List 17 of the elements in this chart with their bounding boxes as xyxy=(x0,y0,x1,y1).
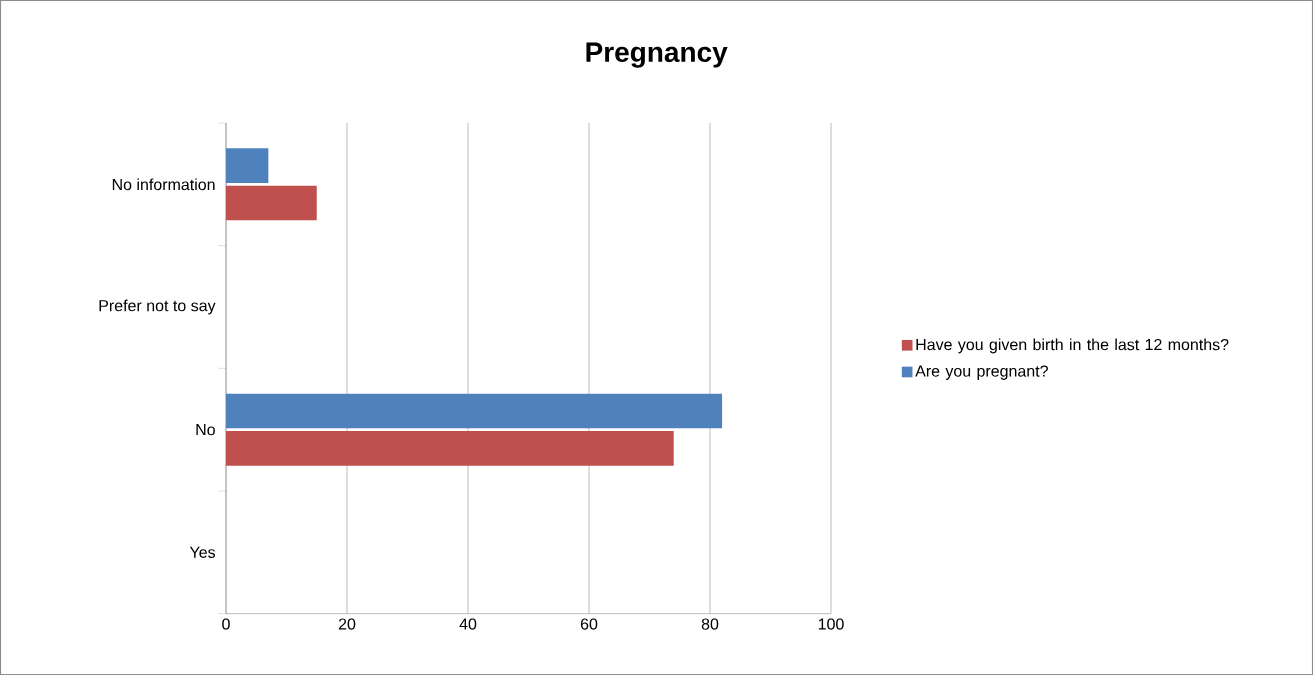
x-tick-label: 40 xyxy=(459,618,477,630)
x-tick-label: 100 xyxy=(818,618,844,630)
y-tick-label: Yes xyxy=(189,546,216,558)
legend-label: Have you given birth in the last 12 months? xyxy=(916,338,1229,354)
legend-label: Are you pregnant? xyxy=(915,365,1048,380)
bar xyxy=(226,393,723,429)
x-tick-label: 60 xyxy=(580,618,598,630)
y-tick-label: No information xyxy=(112,178,215,191)
y-tick-label: No xyxy=(196,424,215,436)
bar xyxy=(226,148,269,183)
chart-title: Pregnancy xyxy=(586,42,728,68)
x-tick-label: 20 xyxy=(338,618,356,630)
y-tick-label: Prefer not to say xyxy=(99,299,216,315)
bar xyxy=(226,185,317,221)
x-tick-label: 0 xyxy=(222,618,230,630)
bar xyxy=(226,431,674,466)
x-tick-label: 80 xyxy=(701,618,719,630)
